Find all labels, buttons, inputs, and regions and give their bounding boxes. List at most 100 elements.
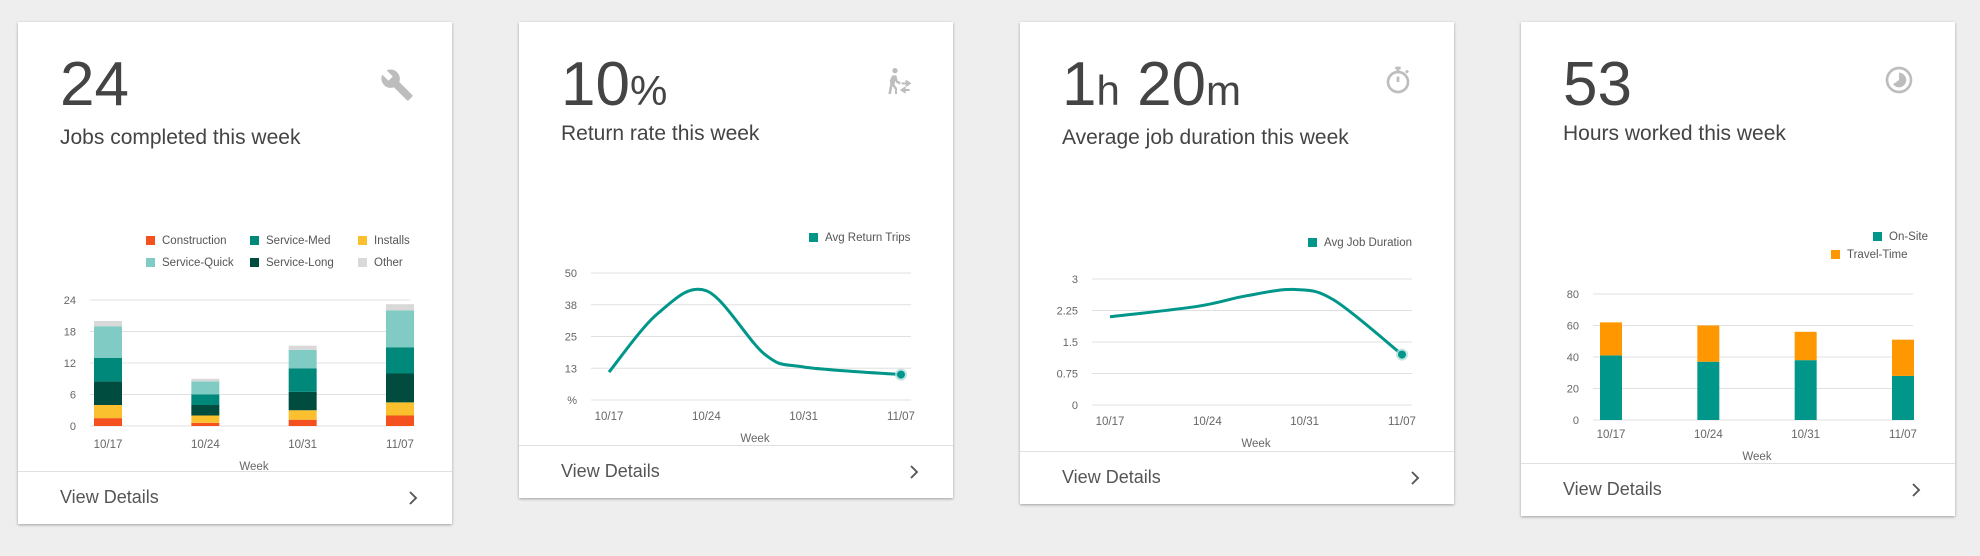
bar-segment <box>386 304 414 311</box>
x-tick-label: 10/24 <box>1193 416 1222 428</box>
bar-segment <box>1794 331 1817 361</box>
job-duration-card: 1h 20m Average job duration this week 0 0… <box>1020 22 1454 504</box>
job-duration-subtitle: Average job duration this week <box>1062 126 1349 149</box>
bar-segment <box>94 381 122 405</box>
x-tick-label: 10/17 <box>94 439 123 451</box>
legend-swatch <box>1831 250 1840 259</box>
x-axis-title: Week <box>740 433 769 445</box>
bar-segment <box>1794 360 1817 420</box>
bar-segment <box>94 405 122 419</box>
y-tick-label: 0 <box>70 421 76 433</box>
legend-label: Service-Med <box>266 235 331 247</box>
jobs-value: 24 <box>60 50 129 119</box>
jobs-view-details[interactable]: View Details <box>18 471 452 524</box>
y-tick-label: 1.5 <box>1063 337 1078 349</box>
bar-segment <box>191 394 220 405</box>
x-tick-label: 10/24 <box>692 411 721 423</box>
clock-icon <box>1885 66 1913 94</box>
bar-segment <box>94 326 122 358</box>
bar-segment <box>94 321 122 327</box>
y-tick-label: 0 <box>1072 400 1078 412</box>
legend-swatch <box>146 236 155 245</box>
legend-label: Travel-Time <box>1847 249 1907 261</box>
y-tick-label: 25 <box>565 332 577 344</box>
legend-swatch <box>250 236 259 245</box>
bar-segment <box>1892 339 1914 376</box>
bar-segment <box>386 347 414 374</box>
y-tick-label: 6 <box>70 390 76 402</box>
jobs-chart: 0 6 12 18 24 10/17 10/24 10/31 11/07 Week Construc… <box>64 235 414 473</box>
view-details-label: View Details <box>1062 467 1161 487</box>
bar-segment <box>1697 325 1720 362</box>
hours-value: 53 <box>1563 50 1632 119</box>
return-rate-chart: % 13 25 38 50 10/17 10/24 10/31 11/07 Week Avg Ret… <box>565 232 915 445</box>
bar-segment <box>288 345 317 350</box>
return-rate-view-details[interactable]: View Details <box>519 445 953 498</box>
x-tick-label: 11/07 <box>1388 416 1416 428</box>
legend-label: Service-Long <box>266 257 334 269</box>
legend-swatch <box>250 258 259 267</box>
legend-swatch <box>358 236 367 245</box>
legend-swatch <box>1308 238 1317 247</box>
y-tick-label: 0 <box>1573 415 1579 427</box>
x-axis-title: Week <box>239 461 268 473</box>
legend-label: Construction <box>162 235 227 247</box>
y-tick-label: 50 <box>565 268 577 280</box>
bar-segment <box>386 310 414 348</box>
x-tick-label: 10/31 <box>288 439 317 451</box>
bar-segment <box>191 405 220 416</box>
bar-segment <box>191 378 220 382</box>
y-tick-label: 20 <box>1567 384 1579 396</box>
x-tick-label: 10/24 <box>191 439 220 451</box>
wrench-icon <box>381 69 413 101</box>
legend-label: On-Site <box>1889 231 1928 243</box>
person-return-icon <box>888 68 912 94</box>
bar-segment <box>94 357 122 382</box>
bar-segment <box>288 391 317 411</box>
bar-segment <box>288 349 317 369</box>
y-tick-label: 18 <box>64 327 76 339</box>
y-tick-label: 13 <box>565 363 577 375</box>
return-rate-card: 10% Return rate this week % 13 25 38 50 10/17… <box>519 22 953 498</box>
y-tick-label: 60 <box>1567 321 1579 333</box>
x-tick-label: 10/17 <box>595 411 624 423</box>
y-tick-label: 80 <box>1567 289 1579 301</box>
endpoint-dot <box>897 370 905 379</box>
job-duration-value: 1h 20m <box>1062 50 1242 119</box>
series-line <box>607 287 902 377</box>
bar-segment <box>386 402 414 416</box>
legend-label: Other <box>374 257 403 269</box>
y-tick-label: 12 <box>64 358 76 370</box>
y-tick-label: 2.25 <box>1057 306 1078 318</box>
hours-chart: 0 20 40 60 80 10/17 10/24 10/31 11/07 Week On-Site… <box>1567 231 1928 463</box>
hours-card: 53 Hours worked this week 0 20 40 60 80 10/17… <box>1521 22 1955 516</box>
view-details-label: View Details <box>60 487 159 507</box>
chevron-right-icon <box>1912 483 1921 497</box>
x-tick-label: 11/07 <box>887 411 915 423</box>
endpoint-dot <box>1398 350 1406 359</box>
legend-label: Installs <box>374 235 410 247</box>
bar-segment <box>1600 322 1622 356</box>
x-tick-label: 10/17 <box>1096 416 1125 428</box>
bar-segment <box>386 373 414 403</box>
x-tick-label: 10/31 <box>1791 429 1820 441</box>
y-tick-label: 0.75 <box>1057 369 1078 381</box>
x-tick-label: 11/07 <box>1889 429 1917 441</box>
x-axis-title: Week <box>1241 438 1270 450</box>
bar-segment <box>1697 361 1720 420</box>
x-axis-title: Week <box>1742 451 1771 463</box>
x-tick-label: 10/17 <box>1597 429 1626 441</box>
chevron-right-icon <box>910 465 919 479</box>
bar-segment <box>191 381 220 395</box>
y-tick-label: 38 <box>565 300 577 312</box>
job-duration-chart: 0 0.75 1.5 2.25 3 10/17 10/24 10/31 11/07 Week Avg… <box>1057 237 1416 450</box>
hours-view-details[interactable]: View Details <box>1521 463 1955 516</box>
y-tick-label: 3 <box>1072 274 1078 286</box>
job-duration-view-details[interactable]: View Details <box>1020 451 1454 504</box>
legend-label: Avg Return Trips <box>825 232 911 244</box>
stopwatch-icon <box>1386 66 1410 94</box>
bar-segment <box>288 419 317 426</box>
return-rate-subtitle: Return rate this week <box>561 122 760 145</box>
bar-segment <box>191 415 220 423</box>
chevron-right-icon <box>409 491 418 505</box>
